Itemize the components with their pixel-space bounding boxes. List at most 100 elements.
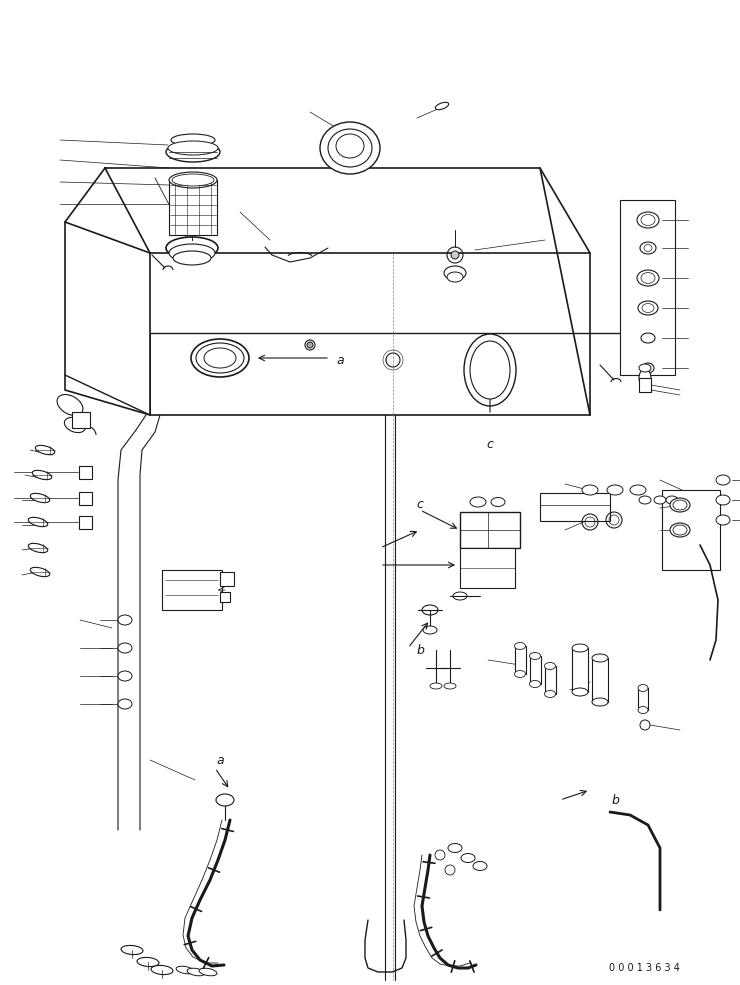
- Bar: [572, 648, 588, 692]
- Bar: [662, 490, 720, 570]
- Ellipse shape: [447, 272, 463, 282]
- Circle shape: [451, 251, 459, 259]
- Ellipse shape: [169, 244, 215, 262]
- Bar: [592, 658, 608, 702]
- Ellipse shape: [530, 652, 540, 660]
- Ellipse shape: [118, 699, 132, 709]
- Bar: [545, 666, 556, 694]
- Ellipse shape: [670, 523, 690, 537]
- Text: 0 0 0 1 3 6 3 4: 0 0 0 1 3 6 3 4: [609, 963, 680, 973]
- Ellipse shape: [666, 496, 678, 504]
- Ellipse shape: [582, 485, 598, 495]
- Ellipse shape: [642, 303, 654, 312]
- Bar: [79, 492, 92, 505]
- Text: c: c: [417, 498, 423, 511]
- Bar: [79, 466, 92, 479]
- Ellipse shape: [638, 706, 648, 713]
- Ellipse shape: [514, 671, 525, 678]
- Circle shape: [307, 342, 313, 348]
- Ellipse shape: [448, 843, 462, 852]
- Ellipse shape: [637, 212, 659, 228]
- Ellipse shape: [592, 698, 608, 706]
- Bar: [639, 378, 651, 392]
- Ellipse shape: [638, 301, 658, 315]
- Ellipse shape: [470, 497, 486, 507]
- Ellipse shape: [639, 364, 651, 372]
- Ellipse shape: [444, 266, 466, 280]
- Ellipse shape: [453, 592, 467, 600]
- Ellipse shape: [464, 334, 516, 406]
- Ellipse shape: [336, 134, 364, 158]
- Ellipse shape: [191, 339, 249, 377]
- Ellipse shape: [320, 122, 380, 174]
- Bar: [72, 412, 90, 428]
- Bar: [220, 592, 230, 602]
- Bar: [515, 646, 526, 674]
- Bar: [460, 548, 515, 588]
- Bar: [79, 516, 92, 529]
- Ellipse shape: [641, 215, 655, 226]
- Ellipse shape: [169, 172, 217, 188]
- Ellipse shape: [176, 966, 194, 974]
- Ellipse shape: [514, 642, 525, 649]
- Ellipse shape: [644, 244, 652, 251]
- Ellipse shape: [639, 369, 651, 387]
- Ellipse shape: [328, 129, 372, 167]
- Ellipse shape: [121, 946, 143, 954]
- Ellipse shape: [422, 605, 438, 615]
- Ellipse shape: [172, 174, 214, 186]
- Bar: [460, 512, 520, 548]
- Ellipse shape: [461, 853, 475, 863]
- Ellipse shape: [716, 515, 730, 525]
- Bar: [620, 200, 675, 375]
- Ellipse shape: [638, 685, 648, 691]
- Bar: [169, 180, 217, 235]
- Ellipse shape: [592, 654, 608, 662]
- Ellipse shape: [28, 517, 47, 527]
- Ellipse shape: [637, 270, 659, 286]
- Ellipse shape: [470, 341, 510, 399]
- Ellipse shape: [30, 493, 50, 502]
- Bar: [220, 572, 234, 586]
- Ellipse shape: [171, 134, 215, 146]
- Ellipse shape: [57, 395, 83, 416]
- Ellipse shape: [216, 794, 234, 806]
- Ellipse shape: [572, 688, 588, 696]
- Ellipse shape: [33, 471, 52, 480]
- Ellipse shape: [716, 475, 730, 485]
- Bar: [530, 656, 541, 684]
- Text: b: b: [416, 643, 424, 656]
- Ellipse shape: [572, 644, 588, 652]
- Ellipse shape: [137, 957, 159, 966]
- Text: c: c: [487, 438, 494, 451]
- Ellipse shape: [423, 626, 437, 634]
- Ellipse shape: [166, 142, 220, 162]
- Ellipse shape: [670, 498, 690, 512]
- Text: a: a: [216, 754, 223, 766]
- Ellipse shape: [545, 690, 556, 697]
- Ellipse shape: [430, 683, 442, 689]
- Ellipse shape: [673, 500, 687, 510]
- Ellipse shape: [118, 671, 132, 681]
- Ellipse shape: [654, 496, 666, 504]
- Ellipse shape: [118, 615, 132, 625]
- Ellipse shape: [639, 496, 651, 504]
- Ellipse shape: [151, 965, 173, 974]
- Ellipse shape: [444, 683, 456, 689]
- Ellipse shape: [716, 495, 730, 505]
- Ellipse shape: [545, 663, 556, 670]
- Ellipse shape: [641, 273, 655, 284]
- Ellipse shape: [187, 968, 205, 976]
- Ellipse shape: [607, 485, 623, 495]
- Ellipse shape: [28, 544, 47, 553]
- Ellipse shape: [473, 862, 487, 871]
- Ellipse shape: [166, 237, 218, 259]
- Ellipse shape: [435, 102, 448, 109]
- Ellipse shape: [36, 445, 55, 455]
- Bar: [638, 688, 648, 710]
- Text: b: b: [611, 794, 619, 807]
- Ellipse shape: [199, 968, 217, 976]
- Ellipse shape: [673, 525, 687, 535]
- Bar: [162, 570, 222, 610]
- Ellipse shape: [173, 251, 211, 265]
